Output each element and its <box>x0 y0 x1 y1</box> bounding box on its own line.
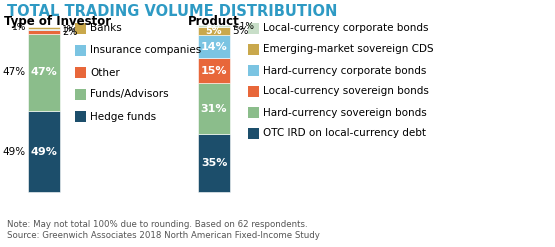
Bar <box>28 111 60 192</box>
Text: Type of Investor: Type of Investor <box>4 15 111 28</box>
Bar <box>75 111 86 122</box>
Bar <box>248 65 259 76</box>
Bar <box>248 86 259 97</box>
Text: 5%: 5% <box>206 26 222 36</box>
Text: <1%: <1% <box>232 22 254 31</box>
Text: TOTAL TRADING VOLUME DISTRIBUTION: TOTAL TRADING VOLUME DISTRIBUTION <box>7 4 337 19</box>
Bar <box>198 27 230 35</box>
Text: Local-currency corporate bonds: Local-currency corporate bonds <box>263 23 428 34</box>
Text: Other: Other <box>90 67 120 78</box>
Text: 35%: 35% <box>201 158 227 168</box>
Bar <box>75 67 86 78</box>
Text: OTC IRD on local-currency debt: OTC IRD on local-currency debt <box>263 128 426 139</box>
Text: Funds/Advisors: Funds/Advisors <box>90 89 169 100</box>
Text: 49%: 49% <box>3 146 26 157</box>
Text: 31%: 31% <box>201 104 227 114</box>
Text: Hedge funds: Hedge funds <box>90 111 156 122</box>
Bar <box>75 23 86 34</box>
Text: 1%: 1% <box>12 23 26 32</box>
Text: 5%: 5% <box>232 26 249 36</box>
Text: 47%: 47% <box>31 67 57 77</box>
Bar <box>198 134 230 192</box>
Bar <box>28 27 60 29</box>
Bar <box>28 29 60 30</box>
Text: 15%: 15% <box>201 66 227 76</box>
Bar <box>248 44 259 55</box>
Text: 14%: 14% <box>200 42 228 52</box>
Bar <box>75 89 86 100</box>
Text: Note: May not total 100% due to rounding. Based on 62 respondents.: Note: May not total 100% due to rounding… <box>7 220 307 229</box>
Text: 47%: 47% <box>3 67 26 77</box>
Text: Banks: Banks <box>90 23 122 34</box>
Text: Product: Product <box>188 15 240 28</box>
Bar <box>248 107 259 118</box>
Bar <box>248 23 259 34</box>
Bar <box>28 34 60 111</box>
Text: Emerging-market sovereign CDS: Emerging-market sovereign CDS <box>263 44 433 55</box>
Text: 49%: 49% <box>31 146 57 157</box>
Text: Insurance companies: Insurance companies <box>90 45 201 56</box>
Bar <box>198 25 230 27</box>
Text: Local-currency sovereign bonds: Local-currency sovereign bonds <box>263 86 429 97</box>
Text: Source: Greenwich Associates 2018 North American Fixed-Income Study: Source: Greenwich Associates 2018 North … <box>7 231 320 240</box>
Bar <box>198 58 230 83</box>
Bar <box>248 128 259 139</box>
Text: 2%: 2% <box>62 27 77 37</box>
Bar <box>28 30 60 34</box>
Bar <box>198 83 230 134</box>
Text: 1%: 1% <box>62 25 77 34</box>
Text: Hard-currency sovereign bonds: Hard-currency sovereign bonds <box>263 107 427 118</box>
Bar <box>75 45 86 56</box>
Text: Hard-currency corporate bonds: Hard-currency corporate bonds <box>263 65 426 76</box>
Bar <box>198 35 230 58</box>
